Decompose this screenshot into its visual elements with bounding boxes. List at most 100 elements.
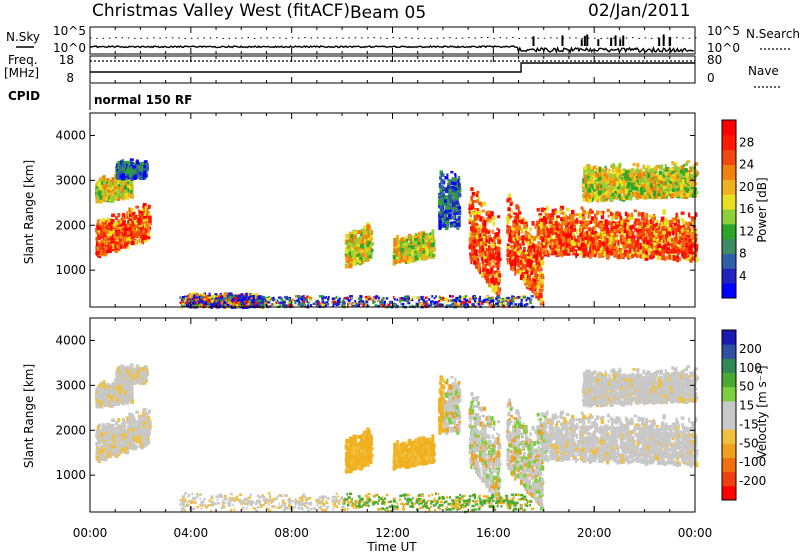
power-cell xyxy=(101,242,105,248)
power-cell xyxy=(356,237,360,244)
power-cell xyxy=(624,249,628,253)
power-cell xyxy=(439,189,443,192)
power-cell xyxy=(141,162,145,167)
power-cell xyxy=(530,254,534,259)
power-cell xyxy=(665,241,668,248)
power-cell xyxy=(519,274,523,281)
power-cell xyxy=(627,251,632,255)
power-cell xyxy=(598,240,602,244)
power-cell xyxy=(146,236,151,240)
power-cell xyxy=(549,227,554,233)
power-cell xyxy=(556,233,561,238)
power-cell xyxy=(603,226,607,231)
power-cell xyxy=(679,235,682,241)
power-cell xyxy=(595,236,599,240)
noise-search-dot xyxy=(102,37,105,39)
power-cell xyxy=(525,235,529,241)
power-cell xyxy=(400,251,405,256)
freq-left-label: Freq. xyxy=(8,53,38,67)
noise-search-dot xyxy=(487,37,489,39)
power-cell xyxy=(485,258,488,264)
power-cell xyxy=(638,229,642,235)
power-cell xyxy=(353,245,358,251)
power-cell xyxy=(453,205,456,210)
power-cell xyxy=(364,230,368,235)
power-cell xyxy=(682,250,687,256)
power-cell xyxy=(513,256,517,261)
power-cell xyxy=(536,249,541,252)
power-cell xyxy=(487,249,491,255)
power-cell xyxy=(595,251,598,256)
power-cell xyxy=(477,259,480,265)
power-cell xyxy=(605,253,609,259)
power-cell xyxy=(420,237,423,242)
power-cell xyxy=(114,216,119,220)
power-cell xyxy=(634,247,639,251)
power-cell xyxy=(650,222,655,229)
power-cell xyxy=(576,239,580,243)
noise-search-dot xyxy=(644,37,647,39)
power-cell xyxy=(598,251,602,257)
power-cell xyxy=(471,252,475,257)
power-cell xyxy=(443,216,447,219)
power-cell xyxy=(346,235,350,239)
power-cell xyxy=(548,228,552,232)
power-cell xyxy=(411,245,415,250)
power-cell xyxy=(511,245,514,251)
power-cell xyxy=(511,227,515,231)
power-cell xyxy=(686,235,690,238)
power-cell xyxy=(680,211,685,215)
power-cell xyxy=(531,280,534,286)
power-cell xyxy=(123,232,128,238)
power-cell xyxy=(347,234,350,238)
power-cell xyxy=(455,211,459,215)
power-cell xyxy=(481,252,485,257)
power-cell xyxy=(117,195,121,200)
power-cell xyxy=(485,235,488,240)
power-cell xyxy=(400,257,405,261)
power-cell xyxy=(691,243,695,247)
power-cell xyxy=(344,265,349,269)
power-cell xyxy=(360,249,364,254)
power-cell xyxy=(660,235,664,240)
power-cell xyxy=(511,250,514,256)
power-cell xyxy=(358,238,361,244)
noise-panel: N.Sky 10^5 10^0 10^5 10^0 N.Search xyxy=(6,24,800,55)
power-cell xyxy=(354,251,358,255)
power-cell xyxy=(559,209,563,214)
power-cell xyxy=(430,237,433,241)
power-cell xyxy=(512,237,515,242)
power-cell xyxy=(660,239,663,244)
power-cell xyxy=(530,235,534,239)
power-cell xyxy=(98,230,101,235)
power-cell xyxy=(567,248,570,254)
power-cell xyxy=(600,253,604,258)
power-cell xyxy=(369,236,374,241)
power-cell xyxy=(98,190,102,197)
power-cell xyxy=(571,209,575,215)
power-cell xyxy=(469,239,472,244)
power-cell xyxy=(140,213,144,219)
power-cell xyxy=(431,251,435,256)
power-cell xyxy=(688,212,691,218)
power-cell xyxy=(424,242,428,246)
power-cell xyxy=(530,248,534,254)
power-cell xyxy=(549,239,554,243)
power-cell xyxy=(438,211,441,217)
power-cell xyxy=(639,242,643,248)
power-cell xyxy=(666,255,670,260)
power-cell xyxy=(477,210,482,216)
power-cell xyxy=(449,221,453,228)
power-cell xyxy=(527,258,531,264)
power-cell xyxy=(659,247,663,252)
power-cell xyxy=(633,209,637,213)
power-cell xyxy=(396,235,400,240)
noise-search-dot xyxy=(153,37,155,39)
power-cell xyxy=(367,241,372,245)
power-cell xyxy=(681,227,684,233)
power-cell xyxy=(362,225,367,229)
power-cell xyxy=(442,224,447,228)
power-cell xyxy=(543,207,548,211)
power-cell xyxy=(579,233,583,238)
power-cell xyxy=(490,254,495,260)
